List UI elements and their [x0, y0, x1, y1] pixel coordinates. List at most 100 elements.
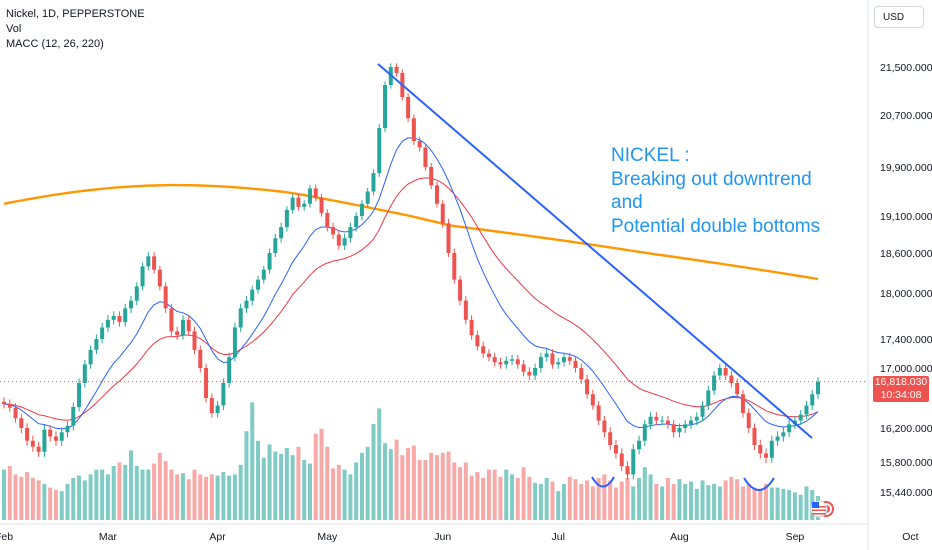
candle[interactable]	[775, 431, 780, 446]
candle[interactable]	[608, 427, 613, 451]
candle[interactable]	[406, 93, 411, 123]
candle[interactable]	[492, 352, 497, 367]
candle[interactable]	[157, 265, 162, 291]
candle[interactable]	[504, 356, 509, 369]
candle[interactable]	[746, 408, 751, 434]
candle[interactable]	[654, 412, 659, 425]
candle[interactable]	[140, 262, 145, 291]
candle[interactable]	[723, 363, 728, 380]
candle[interactable]	[88, 345, 93, 369]
candle[interactable]	[735, 378, 740, 399]
candle[interactable]	[377, 124, 382, 177]
candle[interactable]	[781, 427, 786, 442]
candle[interactable]	[463, 296, 468, 325]
candle[interactable]	[30, 435, 35, 452]
candle[interactable]	[469, 315, 474, 340]
candle[interactable]	[244, 296, 249, 313]
candle[interactable]	[475, 330, 480, 351]
candle[interactable]	[105, 315, 110, 333]
candle[interactable]	[215, 401, 220, 418]
candle[interactable]	[342, 233, 347, 251]
candle[interactable]	[417, 137, 422, 152]
candle[interactable]	[567, 352, 572, 366]
candle[interactable]	[712, 371, 717, 395]
candle[interactable]	[13, 403, 18, 423]
candle[interactable]	[429, 163, 434, 190]
candle[interactable]	[331, 222, 336, 239]
candle[interactable]	[706, 386, 711, 410]
candle[interactable]	[71, 402, 76, 431]
candle[interactable]	[123, 303, 128, 327]
candle[interactable]	[579, 363, 584, 384]
candle[interactable]	[481, 341, 486, 358]
candle[interactable]	[694, 412, 699, 425]
candle[interactable]	[411, 114, 416, 145]
candle[interactable]	[700, 401, 705, 422]
candle[interactable]	[440, 200, 445, 228]
candle[interactable]	[175, 326, 180, 340]
candle[interactable]	[163, 282, 168, 313]
candle[interactable]	[65, 421, 70, 438]
candle[interactable]	[82, 360, 87, 388]
candle[interactable]	[498, 357, 503, 369]
candle[interactable]	[619, 448, 624, 472]
downtrend-line[interactable]	[377, 63, 813, 439]
candle[interactable]	[590, 389, 595, 410]
candle[interactable]	[556, 357, 561, 369]
candle[interactable]	[804, 401, 809, 419]
candle[interactable]	[752, 423, 757, 451]
candle[interactable]	[7, 399, 12, 413]
candle[interactable]	[816, 377, 820, 399]
candle[interactable]	[631, 444, 636, 480]
candle[interactable]	[359, 200, 364, 221]
candle[interactable]	[434, 181, 439, 208]
candle[interactable]	[642, 419, 647, 446]
us-flag-icon[interactable]	[810, 500, 836, 518]
candle[interactable]	[458, 275, 463, 306]
candle[interactable]	[94, 334, 99, 355]
candle[interactable]	[787, 419, 792, 438]
candle[interactable]	[665, 416, 670, 429]
candle[interactable]	[533, 363, 538, 380]
candle[interactable]	[446, 218, 451, 257]
candle[interactable]	[550, 349, 555, 369]
candle[interactable]	[238, 303, 243, 333]
candle[interactable]	[232, 322, 237, 362]
candle[interactable]	[180, 315, 185, 340]
candle[interactable]	[688, 416, 693, 429]
candle[interactable]	[2, 397, 6, 409]
candle[interactable]	[717, 363, 722, 380]
candle[interactable]	[302, 200, 307, 211]
candle[interactable]	[227, 352, 232, 388]
candle[interactable]	[336, 230, 341, 251]
candle[interactable]	[544, 349, 549, 362]
candle[interactable]	[527, 367, 532, 380]
candle[interactable]	[250, 285, 255, 306]
candle[interactable]	[798, 410, 803, 425]
volume-indicator-label[interactable]: Vol	[6, 23, 22, 35]
candle[interactable]	[394, 63, 399, 77]
candle[interactable]	[677, 423, 682, 438]
candle[interactable]	[53, 431, 58, 446]
candle[interactable]	[59, 427, 64, 446]
candle[interactable]	[348, 222, 353, 243]
double-bottom-arc[interactable]	[743, 477, 775, 491]
candle[interactable]	[129, 296, 134, 313]
candle[interactable]	[77, 378, 82, 412]
candle[interactable]	[111, 311, 116, 325]
candle[interactable]	[36, 441, 41, 457]
candle[interactable]	[152, 252, 157, 274]
candle[interactable]	[296, 193, 301, 211]
candle[interactable]	[48, 425, 53, 442]
candle[interactable]	[521, 360, 526, 377]
candle[interactable]	[510, 354, 515, 366]
candle[interactable]	[25, 423, 30, 446]
candle[interactable]	[423, 143, 428, 171]
currency-selector[interactable]: USD	[874, 6, 924, 28]
candle[interactable]	[319, 193, 324, 217]
candle[interactable]	[585, 374, 590, 399]
candle[interactable]	[515, 354, 520, 369]
candle[interactable]	[452, 248, 457, 284]
candle[interactable]	[810, 389, 815, 410]
candle[interactable]	[561, 352, 566, 367]
